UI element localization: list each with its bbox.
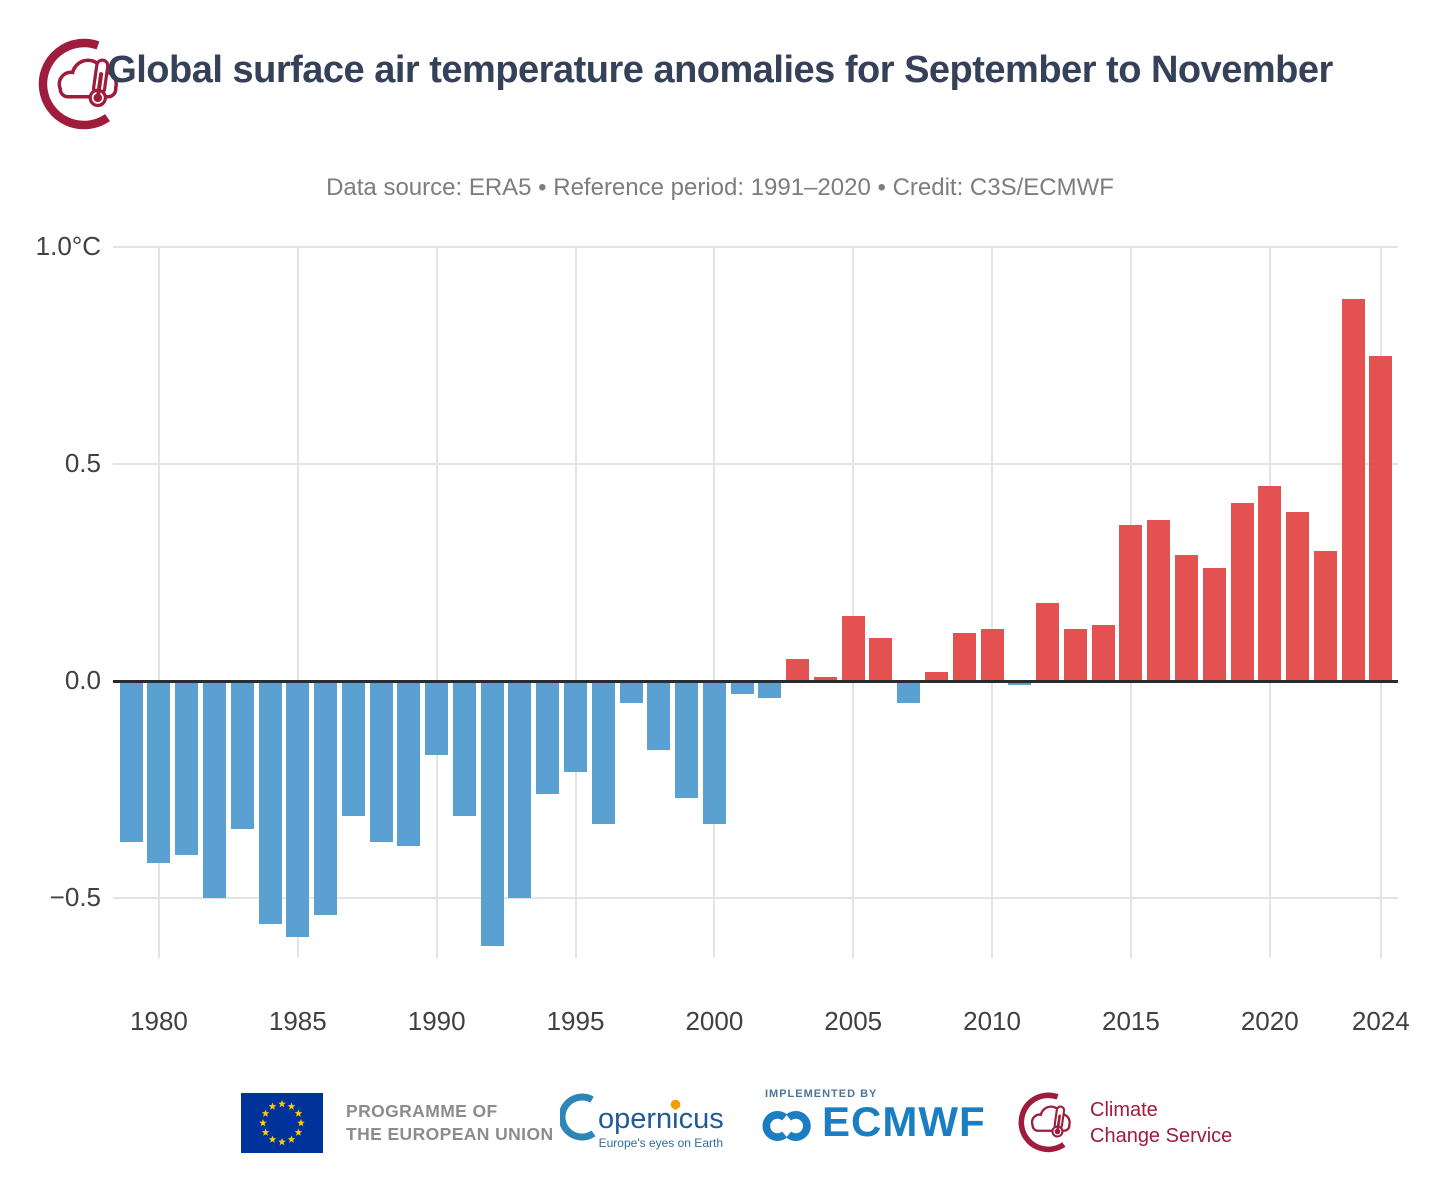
y-tick-label: 0.5 (64, 448, 101, 478)
bar-1993 (508, 681, 532, 898)
bar-1984 (258, 681, 282, 925)
eu-programme-line2: THE EUROPEAN UNION (346, 1124, 554, 1144)
bar-1987 (341, 681, 365, 816)
eu-programme-line1: PROGRAMME OF (346, 1101, 498, 1121)
x-tick-label: 1995 (546, 1006, 605, 1036)
ecmwf-mark-icon (762, 1111, 811, 1141)
bar-2011 (1008, 681, 1032, 686)
copernicus-i-dot-icon (670, 1099, 681, 1110)
bar-2017 (1174, 555, 1198, 681)
v-gridline (435, 247, 438, 958)
c3s-service-line1: Climate (1090, 1099, 1158, 1121)
bar-1996 (591, 681, 615, 825)
bar-2021 (1286, 511, 1310, 681)
c3s-service-line2: Change Service (1090, 1125, 1233, 1147)
bar-1989 (397, 681, 421, 846)
plot-area (113, 246, 1398, 958)
h-gridline (113, 897, 1398, 899)
bar-2006 (869, 637, 893, 681)
y-tick-label: −0.5 (49, 882, 101, 912)
v-gridline (157, 247, 160, 958)
bar-2012 (1036, 602, 1060, 681)
page-title: Global surface air temperature anomalies… (107, 49, 1333, 91)
bar-1985 (286, 681, 310, 938)
bar-1995 (564, 681, 588, 773)
eu-stars (259, 1100, 305, 1146)
x-tick-label: 2005 (824, 1006, 883, 1036)
v-gridline (713, 247, 716, 958)
bar-2008 (925, 672, 949, 681)
bar-1979 (119, 681, 143, 842)
bar-1982 (203, 681, 226, 898)
eu-programme-label: PROGRAMME OF THE EUROPEAN UNION (346, 1100, 554, 1146)
zero-line (113, 679, 1398, 683)
bar-2015 (1119, 524, 1143, 681)
bar-2000 (702, 681, 726, 825)
bar-2014 (1091, 624, 1115, 681)
bar-2020 (1258, 485, 1282, 681)
x-tick-label: 2000 (685, 1006, 744, 1036)
eu-flag-icon (241, 1093, 323, 1153)
bar-2001 (730, 681, 754, 695)
copernicus-logo: opernicus Europe's eyes on Earth (560, 1093, 724, 1150)
bar-1986 (314, 681, 338, 916)
h-gridline (113, 463, 1398, 465)
bar-2010 (980, 628, 1004, 681)
bar-1980 (147, 681, 171, 864)
page-subtitle: Data source: ERA5 • Reference period: 19… (326, 174, 1114, 201)
bar-2018 (1202, 568, 1226, 681)
c3s-footer-logo-icon (1018, 1088, 1084, 1154)
bar-1994 (536, 681, 560, 794)
bar-1990 (425, 681, 449, 755)
bar-2013 (1063, 628, 1087, 681)
x-tick-label: 2020 (1240, 1006, 1299, 1036)
bar-2016 (1147, 520, 1171, 681)
bar-1999 (675, 681, 699, 799)
y-tick-label: 1.0°C (35, 231, 101, 261)
v-gridline (991, 247, 994, 958)
bar-1988 (369, 681, 393, 842)
bar-1983 (230, 681, 254, 829)
bar-2002 (758, 681, 782, 699)
ecmwf-wordmark: ECMWF (822, 1098, 986, 1145)
copernicus-wordmark: opernicus (598, 1103, 724, 1135)
v-gridline (852, 247, 855, 958)
bar-1992 (480, 681, 504, 946)
bar-1998 (647, 681, 671, 751)
c3s-service-label: Climate Change Service (1090, 1097, 1232, 1149)
bar-2023 (1341, 299, 1365, 681)
x-tick-label: 2010 (963, 1006, 1021, 1036)
v-gridline (574, 247, 577, 958)
bar-2007 (897, 681, 921, 703)
x-tick-label: 2024 (1351, 1006, 1410, 1036)
bar-2005 (841, 615, 865, 681)
copernicus-c-swoosh-icon (560, 1093, 596, 1141)
bar-2009 (952, 633, 976, 681)
v-gridline (296, 247, 299, 958)
y-tick-label: 0.0 (64, 665, 101, 695)
bar-2003 (786, 659, 810, 681)
h-gridline (113, 246, 1398, 248)
bar-2022 (1313, 550, 1337, 681)
ecmwf-implemented-by-label: IMPLEMENTED BY (765, 1088, 878, 1100)
x-tick-label: 1985 (268, 1006, 327, 1036)
x-tick-label: 1990 (407, 1006, 466, 1036)
bar-1981 (175, 681, 199, 855)
copernicus-tagline: Europe's eyes on Earth (599, 1136, 723, 1150)
bar-1991 (452, 681, 476, 816)
bar-2024 (1369, 355, 1393, 681)
bar-1997 (619, 681, 643, 703)
bar-2004 (813, 676, 837, 681)
bar-2019 (1230, 503, 1254, 681)
x-tick-label: 2015 (1101, 1006, 1160, 1036)
x-tick-label: 1980 (130, 1006, 188, 1036)
